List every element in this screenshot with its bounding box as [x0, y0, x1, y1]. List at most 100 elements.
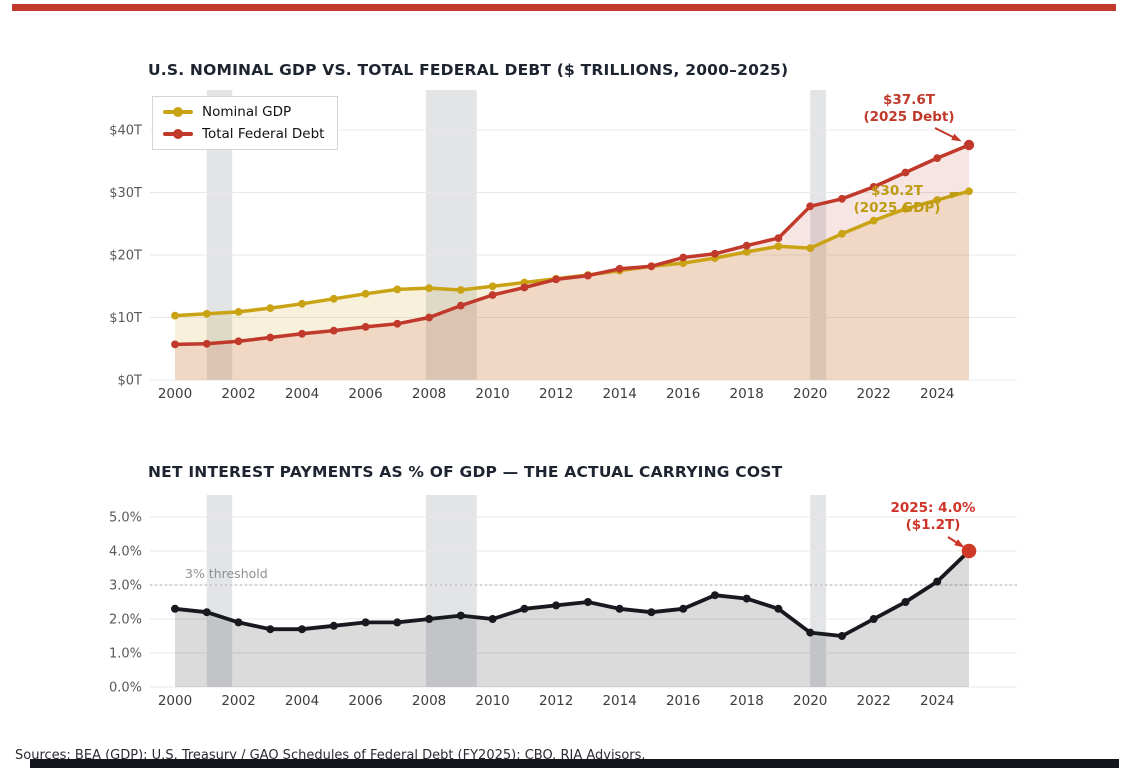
data-point: [774, 234, 783, 243]
recession-band: [810, 90, 827, 380]
y-tick-label: 0.0%: [109, 681, 142, 696]
data-point: [933, 577, 942, 586]
data-point: [774, 242, 783, 251]
x-tick-label: 2000: [158, 693, 192, 709]
x-tick-label: 2006: [348, 386, 382, 402]
series-fill-1: [175, 145, 969, 380]
data-point: [838, 632, 846, 640]
data-point: [742, 594, 751, 603]
data-point: [774, 604, 783, 613]
data-point: [647, 608, 656, 617]
data-point: [806, 202, 815, 211]
data-point: [329, 294, 338, 303]
y-tick-label: 1.0%: [109, 647, 142, 662]
data-point: [901, 168, 910, 177]
y-tick-label: $30T: [109, 186, 142, 201]
x-tick-label: 2018: [730, 386, 764, 402]
data-point: [171, 340, 179, 349]
x-tick-label: 2010: [475, 693, 509, 709]
data-point: [456, 301, 465, 310]
data-point: [329, 621, 338, 630]
y-tick-label: $10T: [109, 311, 142, 326]
data-point: [393, 319, 402, 328]
legend-item-debt: Total Federal Debt: [163, 126, 324, 142]
data-point: [298, 299, 306, 308]
data-point: [425, 284, 433, 292]
data-point: [171, 604, 179, 613]
top-accent-bar: [12, 4, 1116, 11]
chart1-legend: Nominal GDP Total Federal Debt: [152, 96, 339, 150]
data-point: [742, 241, 751, 250]
net-interest-chart: 0.0% 1.0% 2.0% 3.0% 4.0% 5.0% 2000 2002 2004 2006…: [109, 495, 1017, 709]
data-point: [965, 187, 973, 196]
gdp-line-swatch-icon: [163, 107, 193, 117]
series-line-0: [174, 549, 971, 638]
x-tick-label: 2002: [221, 386, 255, 402]
x-tick-label: 2012: [539, 386, 573, 402]
x-tick-label: 2012: [539, 693, 573, 709]
x-tick-label: 2024: [920, 386, 954, 402]
recession-band: [425, 90, 477, 380]
data-point: [298, 625, 306, 634]
legend-label-debt: Total Federal Debt: [202, 126, 325, 142]
y-tick-label: 4.0%: [109, 545, 142, 560]
debt-endpoint: [963, 139, 975, 151]
data-point: [266, 333, 275, 342]
series-fill-0: [175, 551, 969, 687]
debt-annotation-value: $37.6T: [883, 92, 935, 108]
data-point: [488, 291, 497, 299]
data-point: [202, 339, 211, 348]
chart2-title: NET INTEREST PAYMENTS AS % OF GDP — THE …: [148, 463, 783, 481]
gdp-annotation-value: $30.2T: [871, 183, 923, 199]
y-tick-label: 5.0%: [109, 511, 142, 526]
interest-annotation-value: 2025: 4.0%: [890, 500, 976, 516]
x-tick-label: 2008: [412, 693, 446, 709]
legend-item-gdp: Nominal GDP: [163, 104, 324, 120]
threshold-label: 3% threshold: [185, 566, 268, 581]
data-point: [615, 604, 624, 613]
data-point: [520, 604, 529, 613]
x-tick-label: 2014: [602, 386, 636, 402]
gdp-marker-icon: [173, 107, 183, 117]
x-tick-label: 2010: [475, 386, 509, 402]
data-point: [679, 604, 688, 613]
data-point: [202, 309, 211, 318]
data-point: [710, 591, 719, 600]
data-point: [393, 285, 402, 294]
data-point: [869, 183, 878, 191]
data-point: [298, 329, 306, 338]
debt-line-swatch-icon: [163, 129, 193, 139]
gdp-annotation-caption: (2025 GDP): [853, 200, 941, 216]
data-point: [869, 615, 878, 623]
x-tick-label: 2022: [857, 693, 891, 709]
data-point: [234, 618, 243, 627]
x-tick-label: 2024: [920, 693, 954, 709]
x-tick-label: 2016: [666, 693, 700, 709]
data-point: [552, 601, 561, 610]
annotation-arrowhead-icon: [949, 191, 960, 199]
data-point: [425, 615, 434, 623]
x-tick-label: 2006: [348, 693, 382, 709]
data-point: [329, 326, 338, 335]
data-point: [361, 289, 370, 298]
series-line-1: [174, 143, 970, 347]
data-point: [806, 628, 815, 637]
data-point: [647, 262, 656, 271]
data-point: [266, 625, 275, 634]
data-point: [456, 286, 465, 294]
data-point: [456, 611, 465, 620]
annotation-arrowhead-icon: [954, 539, 965, 548]
x-tick-label: 2008: [412, 386, 446, 402]
data-point: [361, 618, 370, 627]
data-point: [520, 283, 529, 292]
x-tick-label: 2004: [285, 386, 319, 402]
x-tick-label: 2020: [793, 693, 827, 709]
x-tick-label: 2020: [793, 386, 827, 402]
gdp-vs-debt-chart: $0T $10T $20T $30T $40T 2000 2002 2004 2006 2008 2…: [109, 90, 1017, 402]
data-point: [838, 229, 846, 238]
recession-band: [425, 495, 477, 687]
data-point: [583, 598, 592, 606]
data-point: [393, 618, 402, 627]
debt-2025-annotation: $37.6T (2025 Debt): [838, 92, 980, 126]
x-tick-label: 2000: [158, 386, 192, 402]
